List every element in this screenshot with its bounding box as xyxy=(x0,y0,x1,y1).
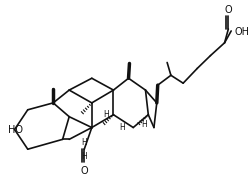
Text: H: H xyxy=(103,110,109,119)
Text: HO: HO xyxy=(8,125,23,135)
Text: H: H xyxy=(81,138,87,147)
Text: OH: OH xyxy=(235,27,250,37)
Text: H: H xyxy=(141,120,146,129)
Text: O: O xyxy=(225,5,232,15)
Text: O: O xyxy=(80,166,88,176)
Text: H: H xyxy=(119,123,125,132)
Text: H: H xyxy=(81,152,87,161)
